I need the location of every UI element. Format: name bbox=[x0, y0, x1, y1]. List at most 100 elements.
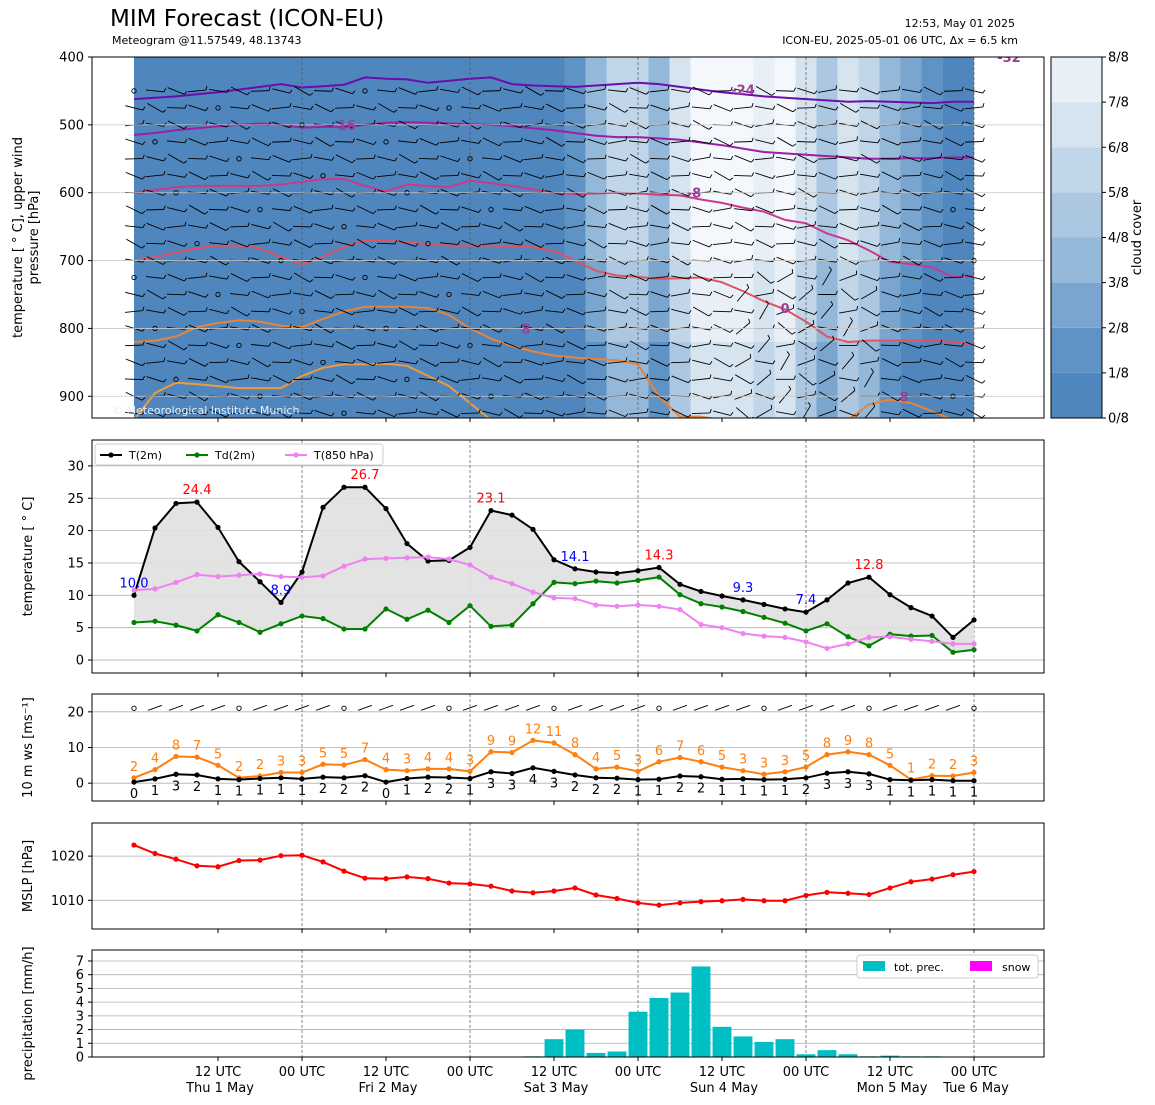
data-point bbox=[320, 573, 326, 579]
wind-barb-flag bbox=[604, 141, 608, 145]
location-subtitle: Meteogram @11.57549, 48.13743 bbox=[112, 34, 302, 47]
wind-barb-flag bbox=[940, 361, 944, 365]
wind-barb bbox=[901, 361, 921, 364]
wind-barb bbox=[523, 412, 543, 415]
wind-barb bbox=[397, 107, 417, 109]
wind-barb bbox=[209, 308, 227, 315]
wind-barb bbox=[776, 136, 794, 147]
wind-barb-flag bbox=[583, 90, 587, 94]
wind-barb bbox=[860, 207, 878, 213]
wind-barb-flag bbox=[373, 154, 376, 159]
y-tick-label: 2 bbox=[76, 1023, 84, 1038]
wind-barb-flag bbox=[709, 209, 713, 213]
data-point bbox=[257, 571, 263, 577]
wind-barb-flag bbox=[204, 176, 209, 181]
wind-barb-flag bbox=[876, 313, 881, 317]
wind-barb-flag bbox=[624, 296, 629, 300]
wind-barb bbox=[313, 276, 333, 279]
wind-barb bbox=[209, 222, 227, 231]
wind-barb bbox=[439, 208, 459, 211]
colorbar-tick-label: 7/8 bbox=[1108, 96, 1129, 111]
wind-barb-flag bbox=[477, 91, 482, 96]
data-point bbox=[362, 626, 368, 632]
wind-barb-flag bbox=[583, 103, 586, 108]
wind-barb bbox=[314, 156, 332, 161]
data-point bbox=[404, 540, 410, 547]
wind-barb bbox=[187, 310, 207, 313]
wind-barb-flag bbox=[457, 240, 461, 245]
wind-barb bbox=[125, 171, 143, 180]
wind-barb-flag bbox=[898, 238, 901, 243]
wind-barb bbox=[965, 221, 983, 232]
x-tick-date-label: Mon 5 May bbox=[857, 1081, 928, 1096]
wind-barb-flag bbox=[247, 361, 251, 365]
cloud-cell bbox=[648, 342, 670, 418]
data-point bbox=[530, 737, 536, 743]
wind-barb-flag bbox=[982, 289, 985, 294]
wind-speed-label: 7 bbox=[193, 739, 201, 754]
wind-barb bbox=[208, 361, 228, 364]
wind-barb-flag bbox=[982, 310, 986, 315]
data-point bbox=[614, 775, 620, 781]
wind-barb bbox=[650, 241, 668, 246]
calm-marker bbox=[425, 240, 431, 247]
data-point bbox=[131, 592, 137, 598]
wind-barb-flag bbox=[833, 370, 836, 375]
wind-barb-flag bbox=[351, 159, 356, 164]
wind-barb bbox=[818, 171, 836, 180]
wind-barb-flag bbox=[226, 171, 229, 176]
wind-barb bbox=[902, 242, 920, 245]
wind-barb-flag bbox=[457, 88, 461, 93]
wind-barb bbox=[755, 86, 773, 96]
wind-barb bbox=[545, 173, 563, 178]
wind-barb-flag bbox=[791, 269, 794, 274]
data-point bbox=[509, 888, 515, 894]
wind-barb bbox=[377, 409, 395, 418]
wind-barb-flag bbox=[897, 363, 902, 367]
wind-barb bbox=[230, 206, 248, 213]
wind-barb bbox=[714, 704, 730, 711]
data-point bbox=[236, 572, 242, 578]
wind-barb-flag bbox=[688, 102, 691, 107]
wind-barb-flag bbox=[814, 103, 817, 108]
wind-barb-flag bbox=[667, 307, 670, 312]
wind-barb-flag bbox=[415, 173, 419, 178]
wind-barb bbox=[187, 158, 207, 160]
wind-barb bbox=[146, 156, 164, 162]
wind-barb-flag bbox=[898, 307, 901, 312]
chart-title: MIM Forecast (ICON-EU) bbox=[110, 6, 385, 32]
wind-barb bbox=[881, 171, 899, 181]
wind-barb bbox=[713, 344, 731, 347]
data-point bbox=[362, 875, 368, 881]
wind-barb-flag bbox=[352, 172, 356, 177]
wind-barb bbox=[881, 358, 899, 367]
wind-barb-flag bbox=[415, 277, 419, 282]
wind-barb-flag bbox=[225, 414, 230, 418]
wind-barb-flag bbox=[940, 339, 943, 344]
wind-barb-flag bbox=[394, 344, 398, 348]
wind-barb-flag bbox=[184, 394, 188, 399]
beaufort-label: 2 bbox=[319, 782, 327, 797]
cloud-cell bbox=[606, 342, 628, 418]
calm-marker bbox=[131, 88, 137, 94]
wind-barb bbox=[334, 293, 354, 296]
wind-barb bbox=[755, 105, 773, 110]
wind-barb-flag bbox=[604, 362, 608, 367]
wind-barb bbox=[145, 208, 165, 211]
wind-barb-flag bbox=[414, 125, 419, 130]
data-point bbox=[740, 630, 746, 637]
wind-barb bbox=[188, 291, 206, 298]
wind-barb bbox=[250, 90, 270, 92]
wind-barb bbox=[440, 308, 458, 315]
wind-barb-flag bbox=[541, 305, 544, 310]
wind-barb-flag bbox=[981, 414, 986, 418]
wind-barb-flag bbox=[688, 310, 692, 314]
wind-barb bbox=[440, 342, 458, 349]
wind-barb bbox=[188, 171, 206, 181]
data-point bbox=[278, 853, 284, 859]
wind-barb-flag bbox=[331, 226, 335, 230]
wind-barb bbox=[566, 154, 584, 164]
wind-barb-flag bbox=[646, 208, 650, 213]
x-tick-label: 00 UTC bbox=[615, 1065, 661, 1080]
